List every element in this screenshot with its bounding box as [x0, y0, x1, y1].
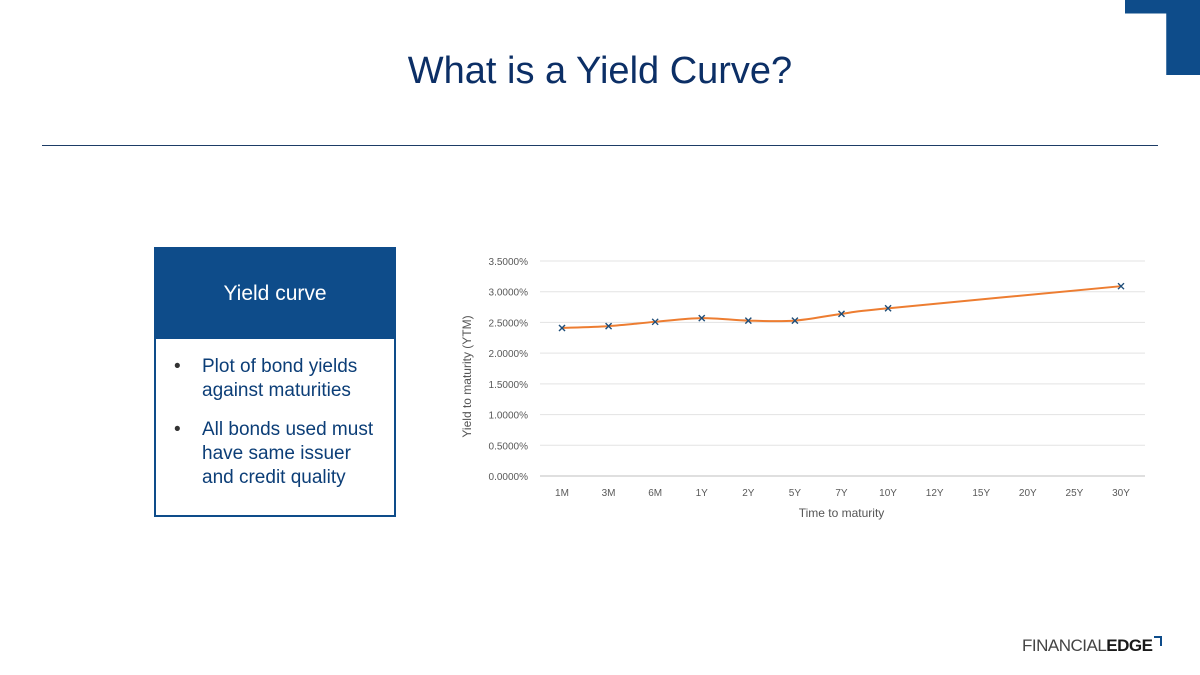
y-tick-label: 1.5000% — [489, 380, 529, 391]
logo-corner-icon — [1154, 636, 1163, 646]
x-tick-label: 3M — [602, 488, 616, 499]
x-tick-label: 15Y — [972, 488, 990, 499]
series-markers — [558, 282, 1125, 332]
x-tick-label: 12Y — [926, 488, 944, 499]
bullet-text: Plot of bond yields against maturities — [202, 356, 358, 401]
x-tick-label: 2Y — [742, 488, 755, 499]
x-tick-label: 25Y — [1066, 488, 1084, 499]
y-tick-label: 3.5000% — [489, 257, 529, 268]
y-tick-label: 3.0000% — [489, 288, 529, 299]
bullet-dot-icon: • — [174, 356, 181, 377]
data-point — [698, 314, 706, 322]
data-point — [558, 324, 566, 332]
y-tick-label: 0.0000% — [489, 472, 529, 483]
logo-text-edge: EDGE — [1106, 636, 1153, 655]
chart-gridlines — [540, 260, 1145, 477]
series-line — [561, 285, 1122, 329]
x-tick-label: 20Y — [1019, 488, 1037, 499]
y-tick-label: 0.5000% — [489, 441, 529, 452]
bullet-text: All bonds used must have same issuer and… — [202, 419, 374, 488]
x-tick-label: 6M — [648, 488, 662, 499]
data-point — [1117, 282, 1125, 290]
x-axis-label: Time to maturity — [799, 506, 885, 520]
data-point — [605, 322, 613, 330]
page-title: What is a Yield Curve? — [407, 50, 793, 92]
data-point — [744, 317, 752, 325]
x-tick-label: 7Y — [835, 488, 848, 499]
y-tick-label: 2.5000% — [489, 318, 529, 329]
bullet-dot-icon: • — [174, 419, 181, 440]
data-point — [838, 310, 845, 318]
data-point — [884, 304, 892, 312]
y-axis-label: Yield to maturity (YTM) — [460, 315, 474, 437]
bullet-item: • Plot of bond yields against maturities — [174, 355, 386, 403]
yield-curve-chart: 0.0000% 0.5000% 1.0000% 1.5000% 2.0000% 2.500… — [460, 257, 1145, 520]
data-point — [651, 318, 659, 326]
x-tick-label: 10Y — [879, 488, 897, 499]
bullet-item: • All bonds used must have same issuer a… — [174, 418, 386, 490]
y-tick-label: 1.0000% — [489, 411, 529, 422]
x-axis-ticks: 1M 3M 6M 1Y 2Y 5Y 7Y 10Y 12Y 15Y 20Y 25Y 30Y — [555, 488, 1130, 499]
card-header: Yield curve — [156, 249, 394, 339]
info-card: Yield curve • Plot of bond yields agains… — [154, 247, 396, 517]
y-tick-label: 2.0000% — [489, 349, 529, 360]
financial-edge-logo: FINANCIAL EDGE — [1022, 636, 1163, 656]
data-point — [791, 317, 799, 325]
logo-text-financial: FINANCIAL — [1022, 636, 1107, 655]
x-tick-label: 30Y — [1112, 488, 1130, 499]
bullet-list: • Plot of bond yields against maturities… — [156, 339, 394, 490]
x-tick-label: 1Y — [696, 488, 709, 499]
x-tick-label: 1M — [555, 488, 569, 499]
y-axis-ticks: 0.0000% 0.5000% 1.0000% 1.5000% 2.0000% 2.500… — [489, 257, 529, 483]
x-tick-label: 5Y — [789, 488, 802, 499]
title-divider — [42, 145, 1158, 146]
